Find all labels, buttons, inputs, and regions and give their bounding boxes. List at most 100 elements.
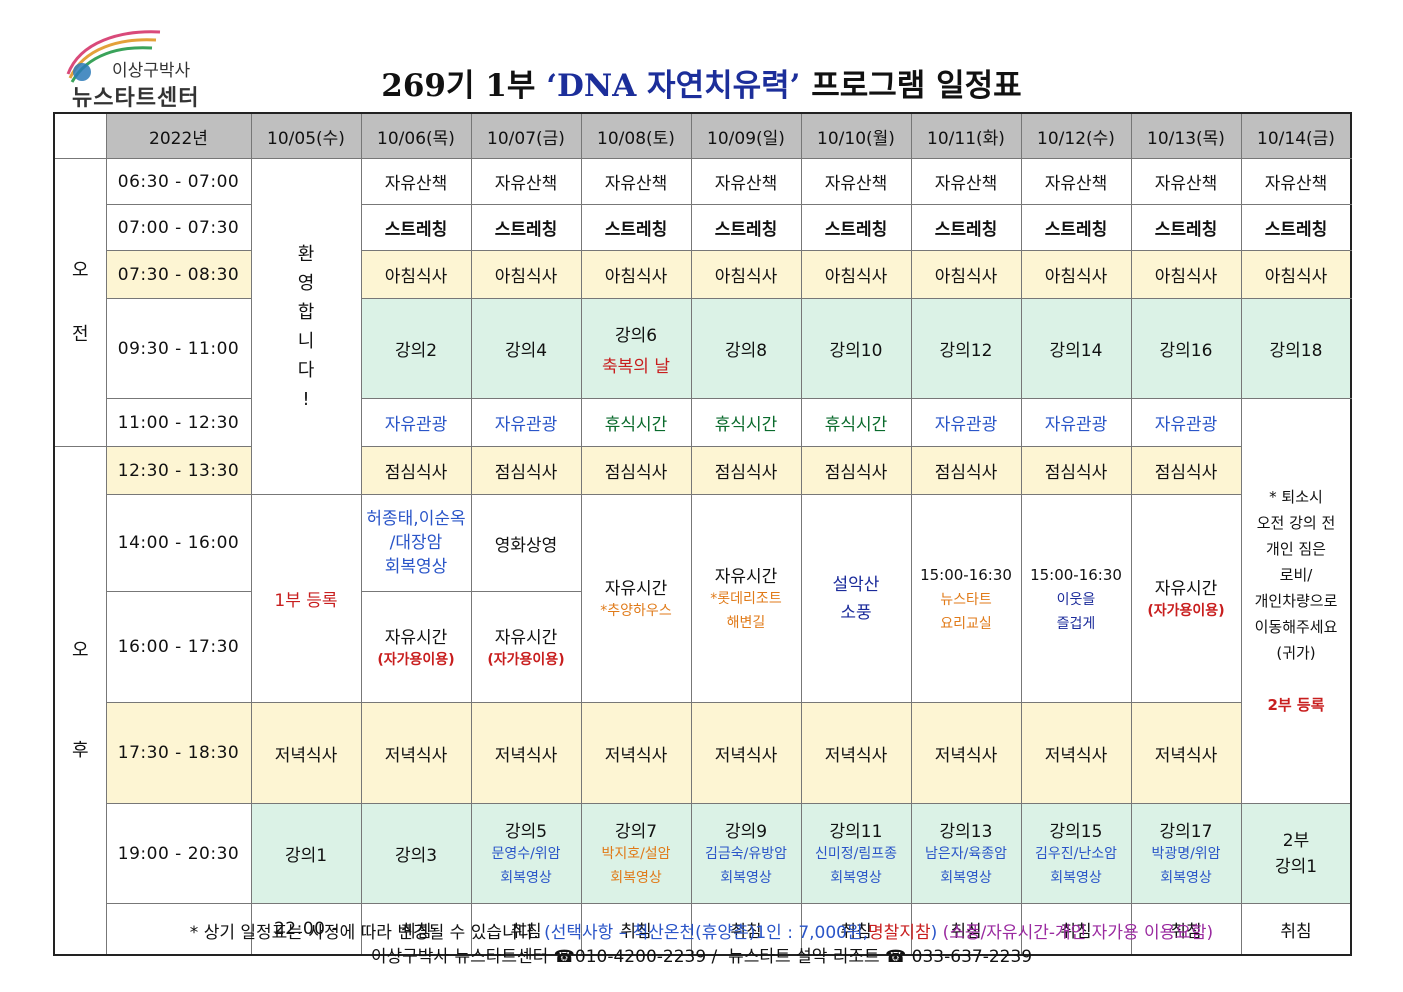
activity-cell: 스트레칭	[1020, 204, 1132, 251]
meal-cell: 점심식사	[470, 446, 582, 495]
logo	[60, 22, 260, 112]
contact-name: 이상구박사 뉴스타트센터	[370, 947, 549, 967]
meal-cell: 점심식사	[1130, 446, 1242, 495]
meal-cell: 점심식사	[690, 446, 802, 495]
checkout-note-line: * 퇴소시	[1269, 488, 1323, 506]
table-row: 오 전 06:30 - 07:00 환 영 합 니 다 ! 자유산책 자유산책 …	[53, 158, 1352, 495]
page-title: 269기 1부 ‘DNA 자연치유력’ 프로그램 일정표	[0, 60, 1403, 105]
welcome-char: 니	[297, 330, 315, 352]
contact-phone: ☎010-4200-2239 /	[553, 947, 718, 967]
activity-cell: 자유관광	[1130, 398, 1242, 447]
footer-option-highlight: 명찰지참	[868, 923, 931, 943]
activity-cell: 자유시간 *롯데리조트 해변길	[690, 494, 802, 703]
activity-cell: 자유시간 (자가용이용)	[470, 591, 582, 703]
lecture-cell: 강의10	[800, 298, 912, 399]
activity-cell: 영화상영	[470, 494, 582, 592]
am-label: 오 전	[53, 158, 107, 447]
lecture-cell: 강의18	[1240, 298, 1352, 399]
table-row: 17:30 - 18:30 저녁식사 저녁식사 저녁식사 저녁식사 저녁식사 저…	[54, 702, 1351, 804]
header-row: 2022년 10/05(수) 10/06(목) 10/07(금) 10/08(토…	[53, 112, 1352, 159]
activity-cell: 휴식시간	[690, 398, 802, 447]
activity-title: 자유시간	[714, 567, 778, 587]
meal-cell: 저녁식사	[250, 702, 362, 804]
lecture-cell: 강의17 박광명/위암 회복영상	[1130, 803, 1242, 904]
lecture-cell: 강의2	[360, 298, 472, 399]
lecture-title: 강의7	[614, 822, 658, 842]
welcome-char: 영	[297, 272, 315, 294]
lecture-cell: 강의12	[910, 298, 1022, 399]
welcome-cell: 환 영 합 니 다 !	[250, 158, 362, 495]
footer-option: )	[930, 923, 938, 943]
meal-cell: 저녁식사	[800, 702, 912, 804]
logo-text-main: 뉴스타트센터	[72, 86, 200, 111]
logo-swoosh-icon	[66, 30, 161, 83]
activity-cell: 자유산책	[580, 158, 692, 205]
meal-cell: 점심식사	[580, 446, 692, 495]
activity-cell: 자유산책	[800, 158, 912, 205]
lecture-cell: 강의3	[360, 803, 472, 904]
lecture-line: 박지호/설암	[601, 846, 671, 862]
meal-cell: 저녁식사	[690, 702, 802, 804]
activity-cell: 자유시간 (자가용이용)	[1130, 494, 1242, 703]
sleep-cell: 취침	[910, 903, 1022, 956]
footer-note-text: * 상기 일정표는 사정에 따라 변경될 수 있습니다.	[189, 923, 539, 943]
activity-cell: 휴식시간	[800, 398, 912, 447]
header-date: 10/12(수)	[1020, 112, 1132, 159]
lecture-cell: 강의11 신미정/림프종 회복영상	[800, 803, 912, 904]
table-row: 오 후 12:30 - 13:30 점심식사 점심식사 점심식사 점심식사 점심…	[53, 446, 1351, 956]
time-cell: 11:00 - 12:30	[105, 398, 252, 447]
title-prefix: 269기 1부	[381, 68, 547, 104]
activity-cell: 스트레칭	[910, 204, 1022, 251]
meal-cell: 아침식사	[580, 250, 692, 299]
activity-title: 자유시간	[1154, 579, 1218, 599]
table-row: 19:00 - 20:30 강의1 강의3 강의5 문영수/위암 회복영상 강의…	[54, 803, 1352, 904]
meal-cell: 점심식사	[910, 446, 1022, 495]
lecture-title: 강의5	[504, 822, 548, 842]
lecture-title: 강의15	[1049, 822, 1103, 842]
checkout-note-line: (귀가)	[1276, 644, 1316, 662]
lecture-line: 신미정/림프종	[815, 846, 897, 862]
meal-cell: 저녁식사	[1130, 702, 1242, 804]
schedule-table: 2022년 10/05(수) 10/06(목) 10/07(금) 10/08(토…	[53, 112, 1352, 956]
checkout-note-line: 이동해주세요	[1254, 618, 1338, 636]
lecture-line: 박광명/위암	[1151, 846, 1221, 862]
meal-cell: 저녁식사	[910, 702, 1022, 804]
lecture-line: 회복영상	[500, 870, 552, 886]
activity-cell: 설악산 소풍	[800, 494, 912, 703]
table-row: 16:00 - 17:30 자유시간 (자가용이용) 자유시간 (자가용이용)	[54, 591, 1351, 703]
time-cell: 09:30 - 11:00	[105, 298, 252, 399]
footer-option-note: (소풍/자유시간-개인 자가용 이용요함)	[942, 923, 1214, 943]
activity-cell: 자유산책	[1240, 158, 1352, 205]
checkout-note-line: 오전 강의 전	[1256, 514, 1336, 532]
lecture-line: 회복영상	[720, 870, 772, 886]
lecture-line: 회복영상	[830, 870, 882, 886]
lecture-cell: 2부 강의1	[1240, 803, 1352, 904]
footer-option: (선택사항 – 척산온천(휴양촌)1인 : 7,000원,	[544, 923, 869, 943]
activity-cell: 자유산책	[1020, 158, 1132, 205]
footer-contact: 이상구박사 뉴스타트센터 ☎010-4200-2239 / 뉴스타트 설악 리조…	[0, 942, 1403, 967]
activity-line: 뉴스타트	[940, 591, 992, 608]
table-row: 07:00 - 07:30 스트레칭 스트레칭 스트레칭 스트레칭 스트레칭 스…	[54, 204, 1352, 251]
meal-cell: 아침식사	[910, 250, 1022, 299]
header-date: 10/08(토)	[580, 112, 692, 159]
activity-cell: 자유시간 *추양하우스	[580, 494, 692, 703]
lecture-title: 2부	[1282, 830, 1310, 851]
footer-note: * 상기 일정표는 사정에 따라 변경될 수 있습니다. (선택사항 – 척산온…	[0, 918, 1403, 943]
checkout-note-cell: * 퇴소시 오전 강의 전 개인 짐은 로비/ 개인차량으로 이동해주세요 (귀…	[1240, 398, 1352, 804]
lecture-line: 김금숙/유방암	[705, 846, 787, 862]
activity-cell: 자유관광	[470, 398, 582, 447]
activity-title: 자유시간	[604, 579, 668, 599]
time-cell: 17:30 - 18:30	[105, 702, 252, 804]
activity-line: 해변길	[726, 615, 766, 631]
register2-label: 2부 등록	[1267, 696, 1325, 714]
activity-cell: 자유산책	[360, 158, 472, 205]
activity-cell: 자유산책	[470, 158, 582, 205]
lecture-cell: 강의14	[1020, 298, 1132, 399]
activity-cell: 스트레칭	[1130, 204, 1242, 251]
welcome-char: 환	[297, 243, 315, 265]
table-row: 09:30 - 11:00 강의2 강의4 강의6 축복의 날 강의8 강의10…	[54, 298, 1352, 399]
time-cell: 07:00 - 07:30	[105, 204, 252, 251]
meal-cell: 저녁식사	[1020, 702, 1132, 804]
activity-line: 이웃을	[1056, 591, 1096, 608]
lecture-title: 강의9	[724, 822, 768, 842]
